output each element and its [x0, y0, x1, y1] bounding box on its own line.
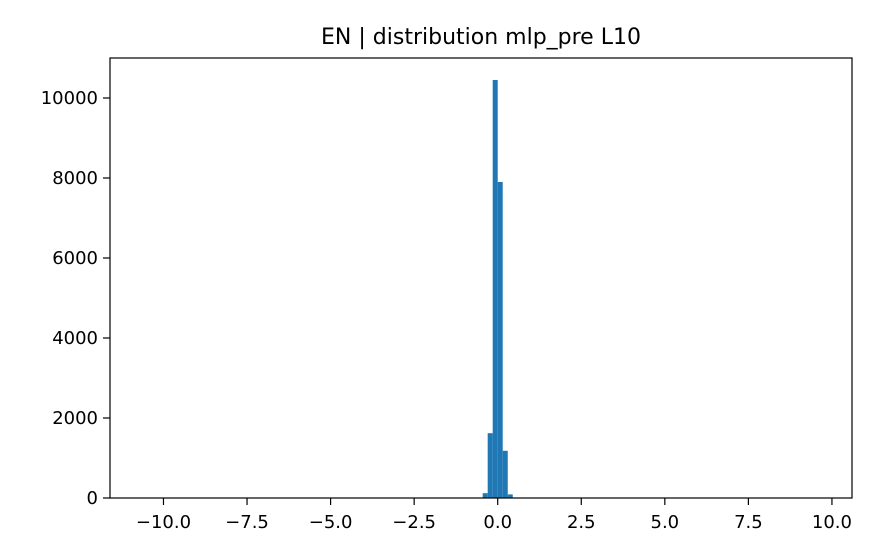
x-tick-label: 0.0: [483, 512, 512, 533]
y-tick-label: 6000: [52, 248, 98, 269]
x-tick-label: −7.5: [225, 512, 269, 533]
y-tick-label: 4000: [52, 328, 98, 349]
y-axis: 0 2000 4000 6000 8000 10000: [41, 88, 110, 509]
histogram-bars: [482, 80, 513, 498]
histogram-bar-3: [497, 182, 503, 498]
plot-frame: [109, 57, 853, 499]
x-tick-label: 2.5: [567, 512, 596, 533]
x-tick-label: 7.5: [734, 512, 763, 533]
x-tick-label: 10.0: [812, 512, 852, 533]
histogram-bar-4: [502, 450, 508, 498]
histogram-bar-2: [492, 80, 498, 498]
y-tick-label: 2000: [52, 408, 98, 429]
x-tick-label: −10.0: [136, 512, 191, 533]
chart-title: EN | distribution mlp_pre L10: [321, 25, 641, 50]
y-tick-label: 8000: [52, 168, 98, 189]
x-tick-label: −5.0: [309, 512, 353, 533]
y-tick-label: 0: [87, 488, 98, 509]
x-tick-label: −2.5: [392, 512, 436, 533]
y-tick-label: 10000: [41, 88, 98, 109]
x-axis: −10.0 −7.5 −5.0 −2.5 0.0 2.5 5.0 7.5 10.0: [136, 498, 852, 533]
histogram-bar-0: [482, 493, 488, 498]
histogram-bar-1: [487, 433, 493, 498]
histogram-bar-5: [507, 494, 513, 498]
x-tick-label: 5.0: [651, 512, 680, 533]
